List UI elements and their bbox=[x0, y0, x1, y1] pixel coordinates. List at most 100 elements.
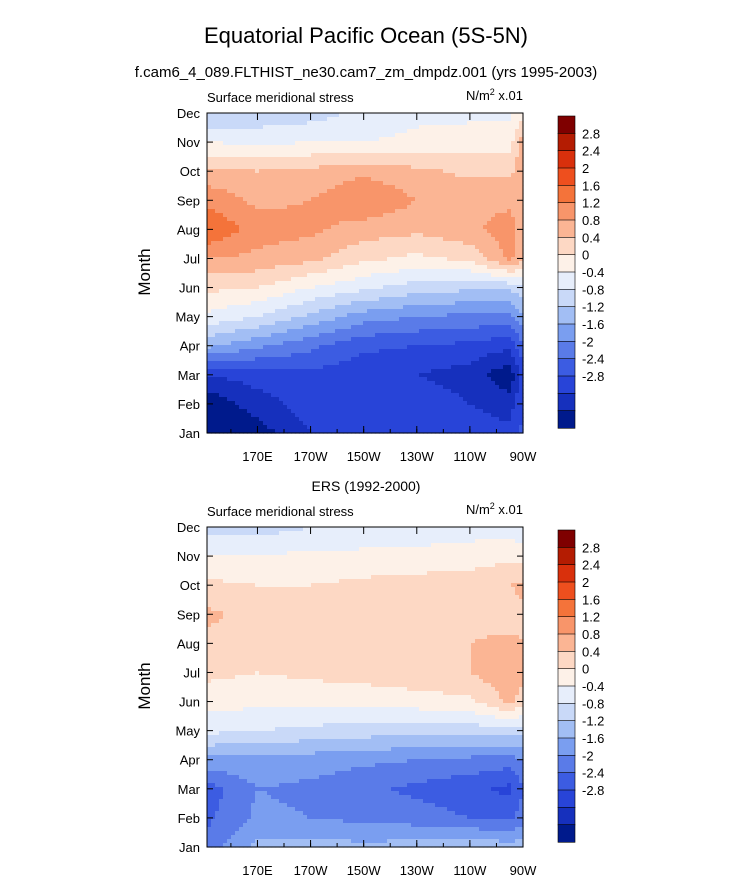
contour-cell bbox=[259, 329, 264, 334]
contour-cell bbox=[435, 189, 440, 194]
contour-cell bbox=[207, 113, 212, 118]
contour-cell bbox=[419, 277, 424, 282]
contour-cell bbox=[383, 345, 388, 350]
contour-cell bbox=[335, 137, 340, 142]
contour-cell bbox=[387, 149, 392, 154]
contour-cell bbox=[447, 237, 452, 242]
contour-cell bbox=[367, 245, 372, 250]
contour-cell bbox=[223, 121, 228, 126]
contour-cell bbox=[355, 353, 360, 358]
contour-cell bbox=[475, 181, 480, 186]
contour-cell bbox=[487, 301, 492, 306]
contour-cell bbox=[319, 229, 324, 234]
contour-cell bbox=[299, 225, 304, 230]
contour-cell bbox=[371, 297, 376, 302]
contour-cell bbox=[371, 361, 376, 366]
contour-cell bbox=[283, 301, 288, 306]
contour-cell bbox=[415, 305, 420, 310]
contour-cell bbox=[403, 285, 408, 290]
contour-cell bbox=[447, 345, 452, 350]
contour-cell bbox=[447, 201, 452, 206]
contour-cell bbox=[335, 245, 340, 250]
contour-cell bbox=[323, 209, 328, 214]
contour-cell bbox=[255, 297, 260, 302]
contour-cell bbox=[259, 133, 264, 138]
contour-cell bbox=[435, 353, 440, 358]
contour-cell bbox=[287, 361, 292, 366]
contour-cell bbox=[459, 145, 464, 150]
contour-cell bbox=[263, 249, 268, 254]
contour-cell bbox=[303, 325, 308, 330]
contour-cell bbox=[295, 297, 300, 302]
contour-cell bbox=[371, 245, 376, 250]
contour-cell bbox=[243, 261, 248, 266]
contour-cell bbox=[483, 345, 488, 350]
contour-cell bbox=[259, 181, 264, 186]
contour-cell bbox=[503, 157, 508, 162]
contour-cell bbox=[519, 153, 524, 158]
contour-cell bbox=[263, 257, 268, 262]
contour-cell bbox=[507, 117, 512, 122]
contour-cell bbox=[515, 205, 520, 210]
contour-cell bbox=[419, 293, 424, 298]
contour-cell bbox=[471, 193, 476, 198]
contour-cell bbox=[267, 301, 272, 306]
contour-cell bbox=[483, 309, 488, 314]
contour-cell bbox=[211, 121, 216, 126]
contour-cell bbox=[315, 265, 320, 270]
contour-cell bbox=[495, 205, 500, 210]
contour-cell bbox=[239, 173, 244, 178]
contour-cell bbox=[355, 245, 360, 250]
contour-cell bbox=[499, 201, 504, 206]
contour-cell bbox=[435, 237, 440, 242]
contour-cell bbox=[259, 265, 264, 270]
contour-cell bbox=[263, 173, 268, 178]
contour-cell bbox=[507, 261, 512, 266]
contour-cell bbox=[327, 161, 332, 166]
contour-cell bbox=[383, 325, 388, 330]
contour-cell bbox=[491, 261, 496, 266]
contour-cell bbox=[479, 273, 484, 278]
contour-cell bbox=[335, 225, 340, 230]
contour-cell bbox=[463, 269, 468, 274]
contour-cell bbox=[303, 217, 308, 222]
contour-cell bbox=[255, 221, 260, 226]
contour-cell bbox=[251, 245, 256, 250]
contour-cell bbox=[419, 341, 424, 346]
contour-cell bbox=[495, 201, 500, 206]
contour-cell bbox=[247, 345, 252, 350]
contour-cell bbox=[503, 217, 508, 222]
contour-cell bbox=[363, 261, 368, 266]
contour-cell bbox=[479, 141, 484, 146]
contour-cell bbox=[339, 257, 344, 262]
contour-cell bbox=[511, 121, 516, 126]
contour-cell bbox=[479, 193, 484, 198]
contour-cell bbox=[363, 241, 368, 246]
contour-cell bbox=[491, 213, 496, 218]
contour-cell bbox=[287, 149, 292, 154]
contour-cell bbox=[363, 229, 368, 234]
contour-cell bbox=[279, 129, 284, 134]
contour-cell bbox=[383, 221, 388, 226]
contour-cell bbox=[319, 233, 324, 238]
contour-cell bbox=[279, 257, 284, 262]
contour-cell bbox=[271, 205, 276, 210]
contour-cell bbox=[267, 353, 272, 358]
contour-cell bbox=[295, 245, 300, 250]
contour-cell bbox=[307, 125, 312, 130]
contour-cell bbox=[503, 261, 508, 266]
contour-cell bbox=[283, 185, 288, 190]
contour-cell bbox=[219, 137, 224, 142]
contour-cell bbox=[315, 173, 320, 178]
contour-cell bbox=[475, 325, 480, 330]
contour-cell bbox=[411, 201, 416, 206]
contour-cell bbox=[247, 133, 252, 138]
contour-cell bbox=[423, 349, 428, 354]
contour-cell bbox=[387, 261, 392, 266]
contour-cell bbox=[507, 169, 512, 174]
contour-cell bbox=[319, 153, 324, 158]
contour-cell bbox=[427, 173, 432, 178]
contour-cell bbox=[347, 281, 352, 286]
contour-cell bbox=[391, 333, 396, 338]
contour-cell bbox=[227, 301, 232, 306]
